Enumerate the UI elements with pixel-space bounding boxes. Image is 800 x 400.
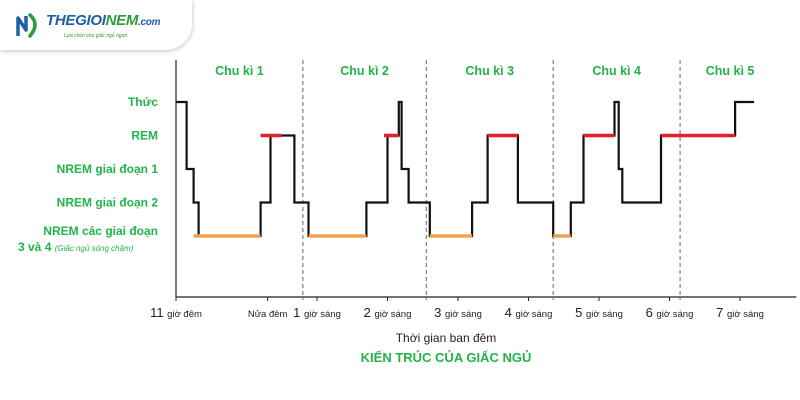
cycle-label-1: Chu kì 1 bbox=[215, 64, 264, 78]
logo-name: THEGIOINEM.com bbox=[46, 12, 161, 29]
y-label-4: NREM các giai đoạn bbox=[43, 224, 158, 238]
cycle-label-2: Chu kì 2 bbox=[340, 64, 389, 78]
x-tick-label-7: 6 giờ sáng bbox=[646, 305, 694, 320]
chart-title: KIẾN TRÚC CỦA GIẤC NGỦ bbox=[361, 350, 532, 365]
y-label-3: NREM giai đoạn 2 bbox=[57, 196, 159, 210]
hypnogram-line-0 bbox=[176, 100, 755, 238]
logo-tagline: Lựa chọn cho giấc ngủ ngon bbox=[64, 33, 128, 39]
y-label-0: Thức bbox=[128, 95, 158, 109]
x-tick-label-6: 5 giờ sáng bbox=[575, 305, 623, 320]
moon-person-icon bbox=[16, 13, 37, 38]
cycle-label-5: Chu kì 5 bbox=[706, 64, 755, 78]
cycle-label-3: Chu kì 3 bbox=[465, 64, 514, 78]
x-tick-label-0: 11 giờ đêm bbox=[150, 305, 202, 320]
x-axis-label: Thời gian ban đêm bbox=[396, 331, 497, 345]
cycle-label-4: Chu kì 4 bbox=[592, 64, 641, 78]
y-label-1: REM bbox=[131, 129, 158, 143]
x-tick-label-5: 4 giờ sáng bbox=[505, 305, 553, 320]
y-label-2: NREM giai đoạn 1 bbox=[57, 162, 159, 176]
x-tick-label-1: Nửa đêm bbox=[248, 309, 288, 320]
x-tick-label-3: 2 giờ sáng bbox=[364, 305, 412, 320]
x-tick-label-8: 7 giờ sáng bbox=[716, 305, 764, 320]
x-tick-label-2: 1 giờ sáng bbox=[293, 305, 341, 320]
x-tick-label-4: 3 giờ sáng bbox=[434, 305, 482, 320]
y-label-4-line2: 3 và 4 (Giấc ngủ sóng chậm) bbox=[18, 240, 134, 254]
logo[interactable]: THEGIOINEM.com Lựa chọn cho giấc ngủ ngo… bbox=[0, 0, 192, 50]
